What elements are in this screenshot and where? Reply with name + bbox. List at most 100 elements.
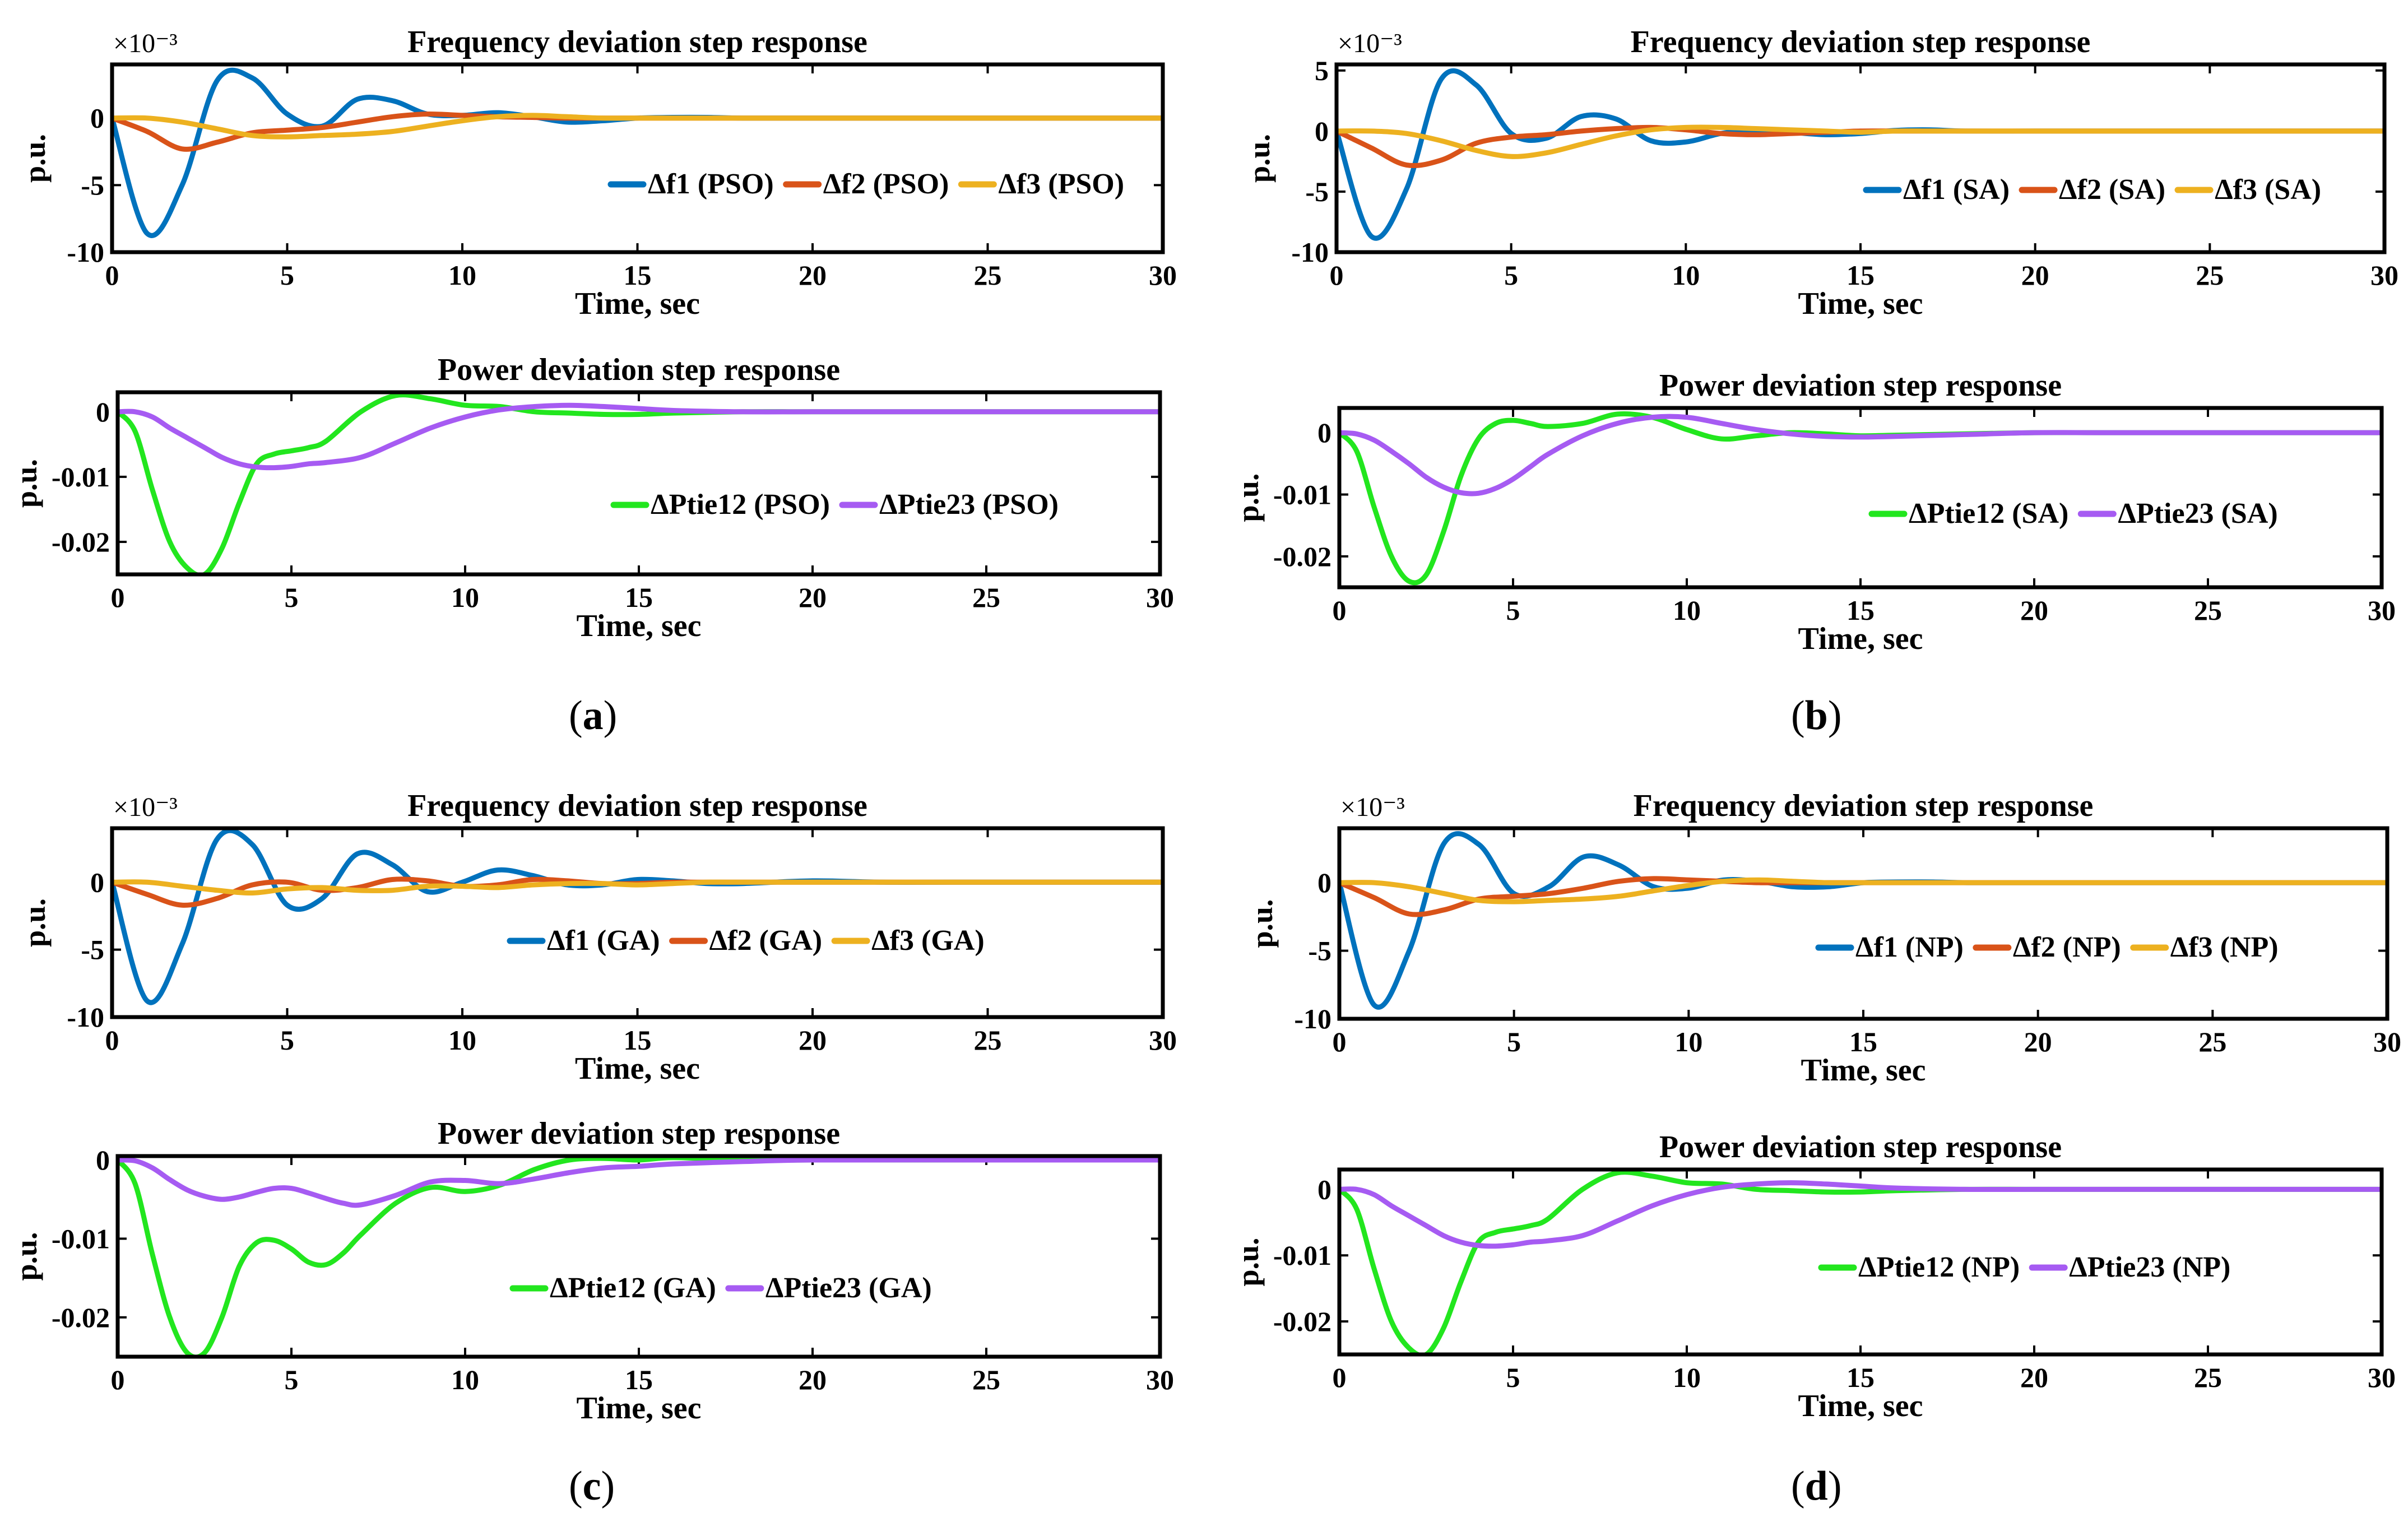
panel-label-b-letter: b xyxy=(1804,693,1828,739)
panel-label-b-close: ) xyxy=(1827,693,1842,739)
series-line-3 xyxy=(1339,877,2387,904)
plot-area xyxy=(1339,828,2387,1019)
legend-label-1: Δf1 (GA) xyxy=(547,925,660,957)
chart-title: Frequency deviation step response xyxy=(1631,25,2091,59)
legend: Δf1 (SA) Δf2 (SA) Δf3 (SA) xyxy=(1863,174,2321,206)
chart-d-power: Power deviation step response p.u. Time, s… xyxy=(1231,1130,2396,1423)
chart-b-freq: Frequency deviation step response ×10⁻³ p.… xyxy=(1242,25,2398,321)
plot-frame xyxy=(1334,62,2387,254)
y-tick-label: 0 xyxy=(90,866,104,898)
series-group xyxy=(112,828,1163,1005)
series-group xyxy=(118,1156,1160,1357)
y-tick-label: -0.01 xyxy=(52,1223,110,1254)
legend-label-3: Δf3 (GA) xyxy=(871,925,985,957)
x-tick-label: 0 xyxy=(1330,259,1344,291)
x-tick-label: 10 xyxy=(451,1364,479,1395)
x-axis-label: Time, sec xyxy=(575,286,700,321)
chart-c-freq: Frequency deviation step response ×10⁻³ p.… xyxy=(18,788,1177,1086)
series-group xyxy=(1339,831,2387,1010)
x-tick-label: 20 xyxy=(799,582,827,613)
x-tick-label: 5 xyxy=(285,582,299,613)
chart-title: Power deviation step response xyxy=(1659,1130,2062,1164)
legend-label-2: ΔPtie23 (GA) xyxy=(765,1272,932,1304)
y-axis-label: p.u. xyxy=(10,1232,43,1280)
legend: Δf1 (PSO) Δf2 (PSO) Δf3 (PSO) xyxy=(607,168,1124,200)
y-tick-label: -10 xyxy=(1294,1003,1331,1034)
y-tick-label: 0 xyxy=(1317,417,1331,448)
x-tick-label: 5 xyxy=(1507,1026,1521,1057)
x-tick-label: 15 xyxy=(625,582,653,613)
plot-frame xyxy=(115,390,1162,577)
x-tick-label: 20 xyxy=(2020,1362,2048,1393)
y-tick-label: -0.01 xyxy=(1273,479,1331,510)
y-tick-label: 0 xyxy=(1317,1173,1331,1205)
plot-frame xyxy=(110,62,1165,254)
series-line-3 xyxy=(1337,124,2384,159)
x-axis-label: Time, sec xyxy=(577,1391,702,1426)
panel-label-c-letter: c xyxy=(582,1463,601,1509)
y-tick-label: 0 xyxy=(96,1144,110,1176)
plot-area xyxy=(1337,64,2384,252)
x-tick-label: 5 xyxy=(285,1364,299,1395)
chart-b-power: Power deviation step response p.u. Time, s… xyxy=(1231,368,2396,656)
x-axis-label: Time, sec xyxy=(577,609,702,643)
x-tick-label: 10 xyxy=(451,582,479,613)
x-axis-label: Time, sec xyxy=(1798,286,1923,321)
y-tick-label: -0.02 xyxy=(1273,541,1331,572)
legend: Δf1 (NP) Δf2 (NP) Δf3 (NP) xyxy=(1815,931,2279,963)
y-tick-label: -0.01 xyxy=(52,461,110,493)
x-tick-label: 0 xyxy=(1333,1362,1347,1393)
chart-title: Power deviation step response xyxy=(438,1116,840,1151)
series-group xyxy=(1337,68,2384,241)
x-tick-label: 15 xyxy=(625,1364,653,1395)
legend-label-1: Δf1 (SA) xyxy=(1903,174,2010,206)
plot-frame xyxy=(1337,826,2390,1021)
plot-area xyxy=(112,828,1163,1017)
x-tick-label: 20 xyxy=(799,259,827,291)
x-tick-label: 30 xyxy=(2368,595,2396,626)
legend: ΔPtie12 (PSO) ΔPtie23 (PSO) xyxy=(610,489,1059,521)
axis-exponent: ×10⁻³ xyxy=(1340,792,1405,822)
y-tick-label: -5 xyxy=(1305,176,1329,207)
axis-exponent: ×10⁻³ xyxy=(113,792,178,822)
legend-label-1: ΔPtie12 (GA) xyxy=(550,1272,716,1304)
plot-frame xyxy=(110,826,1165,1019)
x-tick-label: 0 xyxy=(111,582,125,613)
y-tick-label: -0.02 xyxy=(52,1302,110,1333)
x-tick-label: 20 xyxy=(799,1364,827,1395)
y-axis-label: p.u. xyxy=(1242,134,1276,183)
x-tick-label: 15 xyxy=(1846,1362,1875,1393)
plot-area xyxy=(118,392,1160,574)
x-tick-label: 30 xyxy=(2370,259,2398,291)
legend-label-2: Δf2 (SA) xyxy=(2059,174,2165,206)
legend-label-1: ΔPtie12 (PSO) xyxy=(651,489,830,521)
x-tick-label: 25 xyxy=(2196,259,2224,291)
x-tick-label: 5 xyxy=(280,1024,294,1056)
x-tick-label: 5 xyxy=(1506,1362,1520,1393)
x-tick-label: 10 xyxy=(1673,1362,1701,1393)
x-tick-label: 5 xyxy=(1506,595,1520,626)
y-tick-label: 5 xyxy=(1315,55,1329,86)
legend-label-1: ΔPtie12 (NP) xyxy=(1858,1251,2020,1283)
series-group xyxy=(112,67,1163,238)
legend-label-2: ΔPtie23 (SA) xyxy=(2118,498,2277,530)
x-tick-label: 30 xyxy=(2368,1362,2396,1393)
x-tick-label: 25 xyxy=(974,1024,1002,1056)
x-tick-label: 15 xyxy=(1846,259,1875,291)
x-axis-label: Time, sec xyxy=(575,1051,700,1086)
panel-label-a-open: ( xyxy=(569,693,583,739)
x-tick-label: 20 xyxy=(2020,595,2048,626)
legend-label-1: Δf1 (NP) xyxy=(1855,931,1964,963)
x-tick-label: 30 xyxy=(1146,1364,1174,1395)
panel-label-d-open: ( xyxy=(1791,1463,1805,1509)
plot-area xyxy=(112,64,1163,252)
x-tick-label: 0 xyxy=(1333,1026,1347,1057)
legend: ΔPtie12 (GA) ΔPtie23 (GA) xyxy=(509,1272,932,1304)
plot-frame xyxy=(1337,406,2384,590)
y-tick-label: -5 xyxy=(81,934,104,966)
y-tick-label: 0 xyxy=(90,103,104,134)
y-axis-label: p.u. xyxy=(10,459,43,508)
x-tick-label: 0 xyxy=(105,1024,119,1056)
x-axis-label: Time, sec xyxy=(1798,1389,1923,1423)
x-tick-label: 10 xyxy=(448,1024,476,1056)
